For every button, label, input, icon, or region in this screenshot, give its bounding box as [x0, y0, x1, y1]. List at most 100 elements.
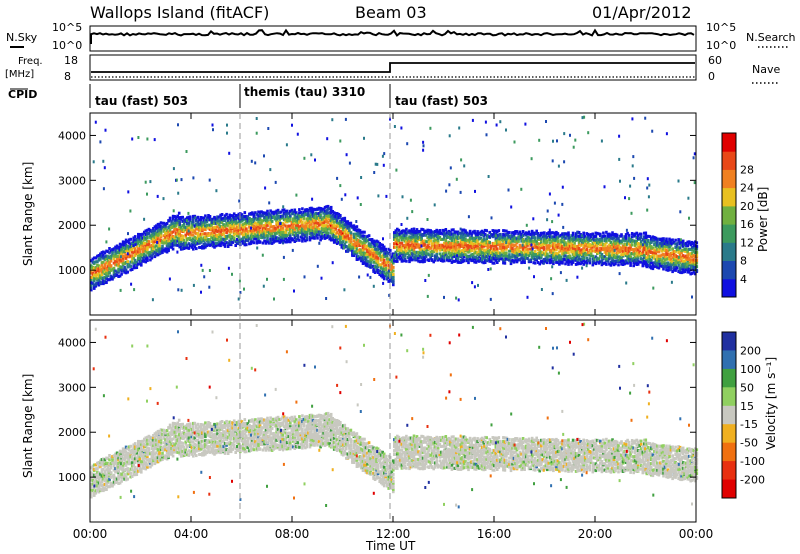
power-echo-cell [173, 236, 176, 240]
power-echo-cell [394, 238, 398, 242]
power-echo-cell [179, 237, 183, 241]
power-echo-cell [223, 238, 227, 242]
power-echo-cell [192, 217, 195, 221]
power-echo-cell [427, 228, 431, 232]
power-echo-cell [135, 252, 139, 256]
power-echo-cell [678, 270, 682, 274]
power-echo-cell [593, 240, 596, 244]
power-echo-cell [690, 251, 694, 255]
power-echo-cell [579, 243, 582, 247]
power-echo-cell [412, 230, 416, 234]
power-echo-cell [228, 233, 231, 237]
power-echo-cell [392, 279, 395, 282]
power-echo-cell [494, 248, 498, 251]
power-echo-cell [290, 222, 294, 226]
power-echo-cell [295, 215, 298, 219]
power-echo-cell [450, 256, 454, 260]
power-echo-cell [521, 239, 525, 243]
power-echo-cell [639, 244, 643, 248]
power-echo-cell [593, 245, 596, 249]
power-echo-cell [232, 216, 236, 220]
power-echo-cell [465, 256, 469, 260]
power-echo-cell [611, 233, 614, 237]
power-echo-cell [515, 247, 519, 251]
power-echo-cell [144, 236, 148, 240]
power-echo-cell [405, 243, 408, 247]
power-echo-cell [621, 244, 625, 248]
power-echo-cell [242, 227, 245, 231]
power-echo-cell [370, 252, 374, 256]
power-echo-cell [639, 252, 643, 255]
power-echo-cell [234, 215, 237, 219]
power-echo-cell [420, 227, 423, 231]
power-echo-cell [109, 256, 113, 260]
power-echo-cell [151, 298, 154, 302]
power-echo-cell [403, 248, 407, 252]
power-echo-cell [207, 232, 210, 235]
power-echo-cell [180, 178, 183, 182]
power-echo-cell [689, 272, 692, 276]
power-echo-cell [426, 252, 429, 256]
power-echo-cell [567, 258, 570, 262]
power-echo-cell [387, 267, 390, 271]
power-echo-cell [632, 239, 635, 243]
power-echo-cell [692, 243, 696, 247]
power-echo-cell [281, 208, 284, 212]
power-echo-cell [680, 240, 683, 244]
power-echo-cell [162, 229, 166, 233]
power-echo-cell [645, 256, 649, 260]
power-echo-cell [195, 231, 198, 235]
power-echo-cell [683, 262, 686, 266]
power-echo-cell [549, 235, 552, 239]
power-echo-cell [373, 240, 377, 244]
power-echo-cell [583, 253, 587, 257]
power-echo-cell [412, 244, 416, 248]
power-echo-cell [171, 222, 175, 226]
power-echo-cell [415, 244, 419, 248]
power-echo-cell [137, 252, 140, 256]
power-echo-cell [97, 267, 101, 271]
power-echo-cell [217, 228, 221, 232]
power-echo-cell [605, 237, 608, 241]
power-echo-cell [385, 277, 389, 281]
power-echo-cell [483, 228, 487, 232]
power-echo-cell [326, 211, 330, 215]
power-echo-cell [671, 260, 674, 263]
power-echo-cell [530, 243, 533, 247]
power-echo-cell [441, 232, 445, 236]
power-echo-cell [167, 230, 170, 234]
power-echo-cell [254, 237, 257, 241]
power-echo-cell [305, 233, 309, 237]
power-echo-cell [412, 238, 416, 241]
power-echo-cell [512, 259, 516, 263]
power-echo-cell [695, 250, 699, 254]
power-echo-cell [633, 239, 637, 243]
power-echo-cell [146, 235, 149, 239]
power-echo-cell [325, 223, 328, 227]
power-echo-cell [660, 253, 664, 257]
power-echo-cell [639, 260, 643, 264]
power-echo-cell [317, 206, 321, 210]
power-echo-cell [276, 230, 280, 234]
power-echo-cell [302, 216, 306, 220]
power-echo-cell [394, 232, 398, 236]
power-echo-cell [474, 237, 478, 241]
power-echo-cell [266, 216, 269, 220]
power-echo-cell [150, 240, 154, 244]
power-echo-cell [540, 231, 543, 235]
power-echo-cell [585, 261, 588, 265]
power-echo-cell [435, 255, 438, 259]
power-echo-cell [328, 237, 331, 241]
power-echo-cell [276, 237, 280, 240]
power-echo-cell [394, 240, 398, 244]
power-echo-cell [287, 228, 291, 232]
power-echo-cell [272, 229, 275, 233]
power-echo-cell [214, 241, 218, 245]
power-echo-cell [627, 242, 631, 246]
power-echo-cell [331, 210, 334, 213]
power-echo-cell [140, 235, 143, 239]
power-echo-cell [502, 249, 505, 253]
power-echo-cell [666, 242, 670, 246]
power-echo-cell [232, 223, 236, 227]
power-echo-cell [436, 256, 440, 260]
